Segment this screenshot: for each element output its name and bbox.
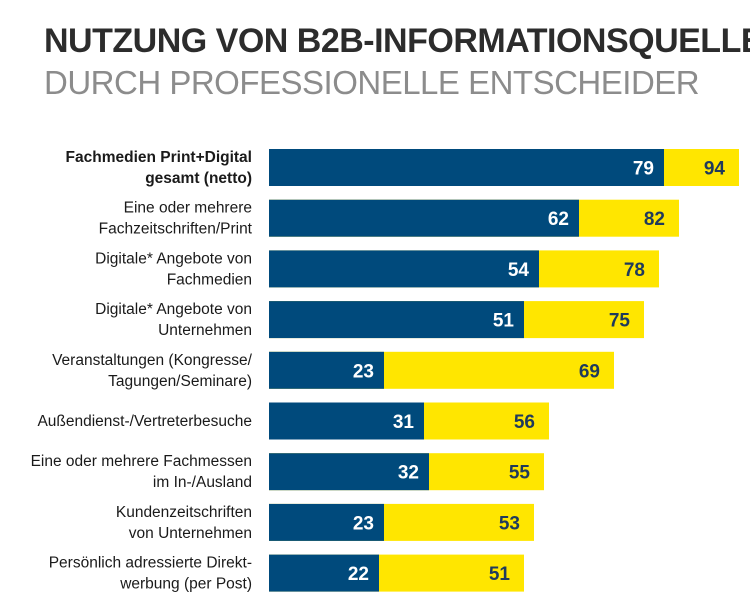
value-label-outer-1: 82 xyxy=(644,209,665,230)
bar-inner-8 xyxy=(269,554,379,592)
value-label-outer-4: 69 xyxy=(579,361,600,382)
category-label-0-0: Fachmedien Print+Digital xyxy=(66,149,252,166)
category-label-4-0: Veranstaltungen (Kongresse/ xyxy=(52,352,253,369)
category-label-6-0: Eine oder mehrere Fachmessen xyxy=(31,453,252,470)
value-label-inner-7: 23 xyxy=(353,513,374,534)
bar-inner-3 xyxy=(269,301,524,339)
category-label-8-0: Persönlich adressierte Direkt- xyxy=(49,555,252,572)
category-label-2-0: Digitale* Angebote von xyxy=(95,250,252,267)
value-label-outer-7: 53 xyxy=(499,513,520,534)
value-label-outer-3: 75 xyxy=(609,311,631,332)
category-label-8-1: werbung (per Post) xyxy=(119,576,252,593)
value-label-outer-2: 78 xyxy=(624,260,645,281)
bar-inner-2 xyxy=(269,250,539,288)
bar-inner-0 xyxy=(269,149,664,186)
category-label-5-0: Außendienst-/Vertreterbesuche xyxy=(37,413,252,430)
value-label-inner-1: 62 xyxy=(548,209,569,230)
category-label-3-1: Unternehmen xyxy=(158,322,252,339)
category-label-1-1: Fachzeitschriften/Print xyxy=(99,221,253,238)
chart-subtitle: DURCH PROFESSIONELLE ENTSCHEIDER xyxy=(44,64,700,101)
value-label-outer-0: 94 xyxy=(704,159,726,180)
category-label-7-1: von Unternehmen xyxy=(129,525,252,542)
value-label-inner-2: 54 xyxy=(508,260,530,281)
value-label-outer-6: 55 xyxy=(509,463,531,484)
category-label-7-0: Kundenzeitschriften xyxy=(116,504,252,521)
value-label-inner-4: 23 xyxy=(353,361,374,382)
value-label-inner-8: 22 xyxy=(348,564,369,585)
bar-inner-4 xyxy=(269,351,384,389)
bar-inner-1 xyxy=(269,199,579,237)
value-label-inner-3: 51 xyxy=(493,311,515,332)
bar-inner-6 xyxy=(269,453,429,491)
value-label-inner-5: 31 xyxy=(393,412,415,433)
value-label-outer-5: 56 xyxy=(514,412,535,433)
category-label-2-1: Fachmedien xyxy=(167,271,252,288)
bar-inner-5 xyxy=(269,402,424,440)
bar-inner-7 xyxy=(269,503,384,541)
value-label-inner-0: 79 xyxy=(633,159,654,180)
category-label-6-1: im In-/Ausland xyxy=(153,474,252,491)
chart-title: NUTZUNG VON B2B-INFORMATIONSQUELLEN xyxy=(44,22,750,60)
value-label-inner-6: 32 xyxy=(398,463,419,484)
category-label-0-1: gesamt (netto) xyxy=(145,170,252,187)
category-label-1-0: Eine oder mehrere xyxy=(124,200,252,217)
value-label-outer-8: 51 xyxy=(489,564,511,585)
category-label-4-1: Tagungen/Seminare) xyxy=(108,373,252,390)
category-label-3-0: Digitale* Angebote von xyxy=(95,301,252,318)
